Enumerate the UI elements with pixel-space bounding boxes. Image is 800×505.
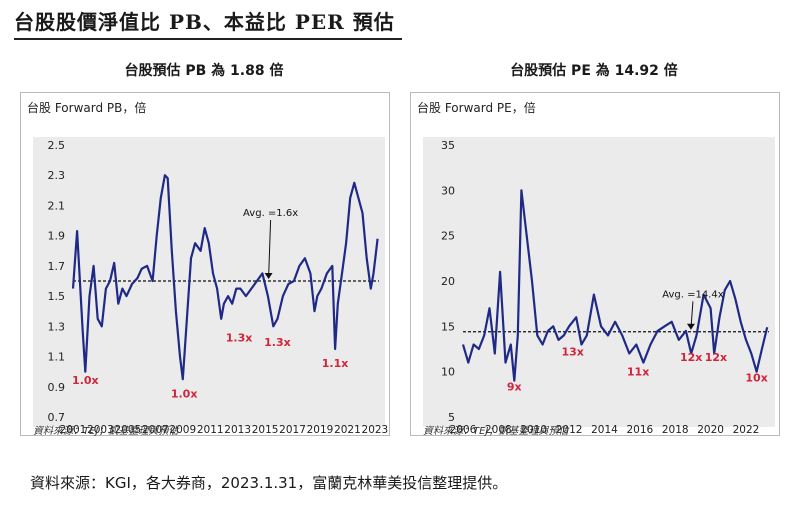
pb-xtick-label: 2017 [279,424,306,436]
pe-ytick-label: 5 [448,411,455,424]
pe-trough-label: 12x [680,351,702,364]
pe-ytick-label: 10 [441,366,455,379]
pe-xtick-label: 2012 [556,424,583,436]
pb-ytick-label: 2.1 [48,199,66,212]
pb-ytick-label: 2.5 [48,139,66,152]
pe-xtick-label: 2016 [627,424,654,436]
pb-ytick-label: 1.9 [48,230,66,243]
pb-series-line [71,174,379,381]
pe-xtick-label: 2014 [591,424,618,436]
pb-trough-label: 1.3x [264,336,291,349]
pe-trough-label: 13x [561,345,583,358]
pe-trough-label: 10x [745,372,767,385]
pe-series-line [461,189,769,382]
pb-average-label: Avg. =1.6x [243,208,298,219]
pe-xtick-label: 2006 [450,424,477,436]
pb-trough-label: 1.1x [322,357,349,370]
pe-frame-label: 台股 Forward PE，倍 [417,101,536,115]
pb-ytick-label: 0.9 [48,381,66,394]
pb-xtick-label: 2023 [362,424,389,436]
pb-xtick-label: 2001 [60,424,87,436]
pe-xtick-label: 2008 [485,424,512,436]
pe-average-arrowhead [686,323,695,330]
pb-ytick-label: 0.7 [48,411,66,424]
pb-ytick-label: 2.3 [48,169,66,182]
pe-ytick-label: 30 [441,184,455,197]
pb-xtick-label: 2011 [197,424,224,436]
pb-chart-note: 資料來源：TEJ；凱基整理與預估 [33,426,179,437]
pb-ytick-label: 1.3 [48,320,66,333]
pb-xtick-label: 2003 [87,424,114,436]
pb-xtick-label: 2007 [142,424,169,436]
pe-trough-label: 11x [627,365,649,378]
pe-chart-frame: 台股 Forward PE，倍 35 30 25 20 15 10 5 2006 2008 201… [410,92,780,437]
pb-xtick-label: 2021 [334,424,361,436]
source-note: 資料來源：KGI，各大券商，2023.1.31，富蘭克林華美投信整理提供。 [30,474,508,492]
pe-xtick-label: 2018 [662,424,689,436]
pe-ytick-label: 35 [441,139,455,152]
pe-chart-panel: 台股預估 PE 為 14.92 倍 台股 Forward PE，倍 35 30 25… [404,52,784,452]
pb-frame-label: 台股 Forward PB，倍 [27,101,147,115]
pe-ytick-label: 15 [441,320,455,333]
pe-xtick-label: 2010 [520,424,547,436]
pb-ytick-label: 1.5 [48,290,66,303]
pb-average-arrowhead [264,273,273,279]
pe-ytick-label: 25 [441,230,455,243]
pb-xtick-label: 2019 [307,424,334,436]
pb-xtick-label: 2005 [115,424,142,436]
pe-average-label: Avg. =14.4x [662,289,724,300]
pb-xtick-label: 2013 [224,424,251,436]
pb-ytick-label: 1.7 [48,260,66,273]
pb-xtick-label: 2009 [169,424,196,436]
pe-chart-title: 台股預估 PE 為 14.92 倍 [510,63,678,79]
pe-trough-label: 12x [705,351,727,364]
pb-chart-title: 台股預估 PB 為 1.88 倍 [124,63,284,79]
pb-chart-panel: 台股預估 PB 為 1.88 倍 台股 Forward PB，倍 2.5 2.3 2… [14,52,394,452]
pb-average-pointer [268,220,272,279]
pe-ytick-label: 20 [441,275,455,288]
page-title: 台股股價淨值比 PB、本益比 PER 預估 [14,6,402,40]
pb-xtick-label: 2015 [252,424,279,436]
pe-plot-area [423,137,775,427]
pe-xtick-label: 2020 [697,424,724,436]
pb-trough-label: 1.0x [72,374,99,387]
pe-xtick-label: 2022 [733,424,760,436]
pb-chart-frame: 台股 Forward PB，倍 2.5 2.3 2.1 1.9 1.7 1.5 1.3 1.1… [20,92,390,437]
pb-ytick-label: 1.1 [48,351,66,364]
pb-trough-label: 1.3x [226,331,253,344]
pe-trough-label: 9x [507,381,522,394]
pb-trough-label: 1.0x [171,387,198,400]
pe-chart-note: 資料來源：TEJ；凱基整理與預估 [423,426,569,437]
